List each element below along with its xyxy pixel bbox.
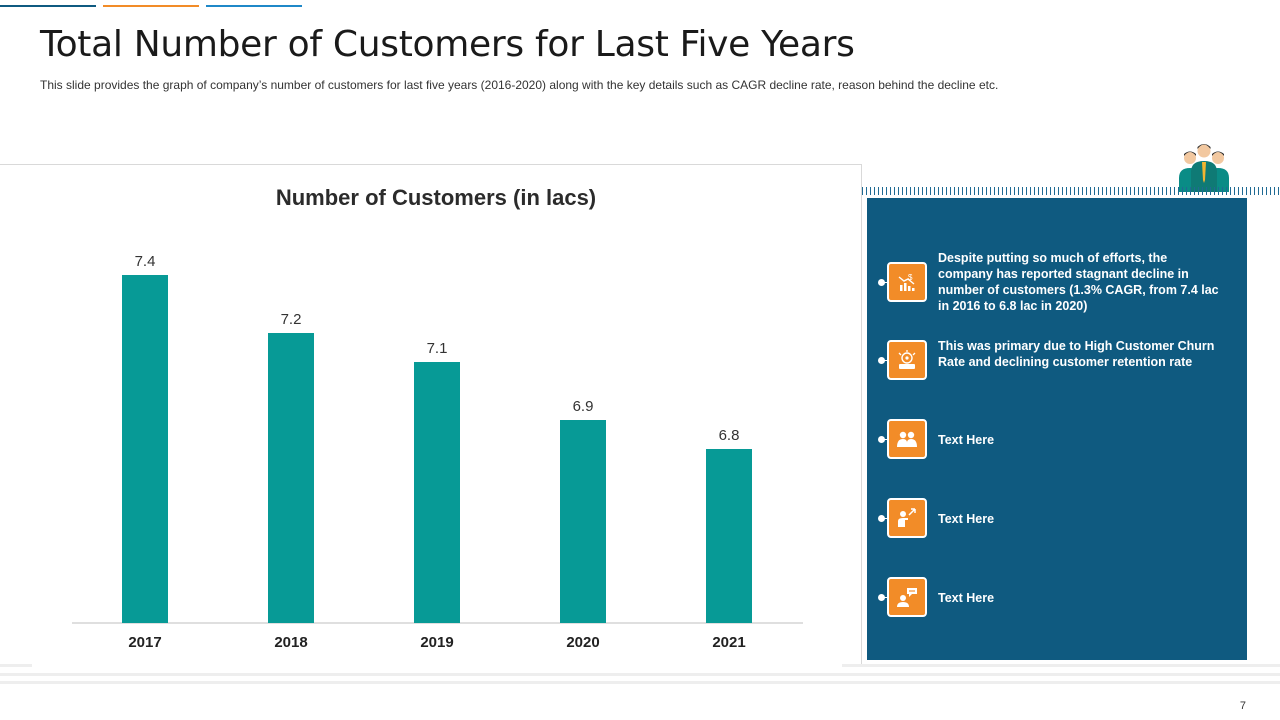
detail-text-3: Text Here [938, 433, 995, 447]
detail-text-1: Despite putting so much of efforts, the … [938, 251, 1219, 313]
x-tick-label-2018: 2018 [274, 634, 307, 651]
top-accent-line-1 [0, 5, 96, 7]
x-tick-label-2021: 2021 [712, 634, 745, 651]
top-accent-line-3 [206, 5, 302, 7]
detail-text-2: This was primary due to High Customer Ch… [938, 339, 1215, 369]
bullet-dot [878, 515, 885, 522]
users-icon [887, 419, 927, 459]
bar-chart: 7.4 2017 7.2 2018 7.1 2019 6.9 2020 6.8 2021 [72, 253, 803, 651]
alarm-icon [887, 340, 927, 380]
bar-2019 [414, 362, 460, 623]
page-number: 7 [1239, 700, 1246, 712]
details-panel [867, 198, 1247, 660]
detail-text-5: Text Here [938, 591, 995, 605]
x-tick-label-2020: 2020 [566, 634, 599, 651]
data-label-2017: 7.4 [135, 253, 156, 270]
data-label-2021: 6.8 [719, 427, 740, 444]
presenter-icon [887, 498, 927, 538]
bullet-dot [878, 357, 885, 364]
detail-text-4: Text Here [938, 512, 995, 526]
data-label-2019: 7.1 [427, 340, 448, 357]
x-tick-label-2019: 2019 [420, 634, 453, 651]
falling-chart-icon: $ [887, 262, 927, 302]
team-people-icon [1179, 144, 1229, 192]
bar-2020 [560, 420, 606, 623]
bullet-dot [878, 436, 885, 443]
speaker-chat-icon [887, 577, 927, 617]
slide-title: Total Number of Customers for Last Five … [40, 24, 855, 65]
x-tick-label-2017: 2017 [128, 634, 161, 651]
bullet-dot [878, 594, 885, 601]
chart-title: Number of Customers (in lacs) [275, 185, 597, 210]
bullet-dot [878, 279, 885, 286]
data-label-2018: 7.2 [281, 311, 302, 328]
chart-panel [0, 164, 862, 664]
data-label-2020: 6.9 [573, 398, 594, 415]
bar-2021 [706, 449, 752, 623]
slide-subtitle: This slide provides the graph of company… [40, 78, 999, 92]
svg-text:$: $ [908, 273, 913, 282]
bar-2017 [122, 275, 168, 623]
ruler-divider [862, 187, 1280, 195]
top-accent-line-2 [103, 5, 199, 7]
bar-2018 [268, 333, 314, 623]
